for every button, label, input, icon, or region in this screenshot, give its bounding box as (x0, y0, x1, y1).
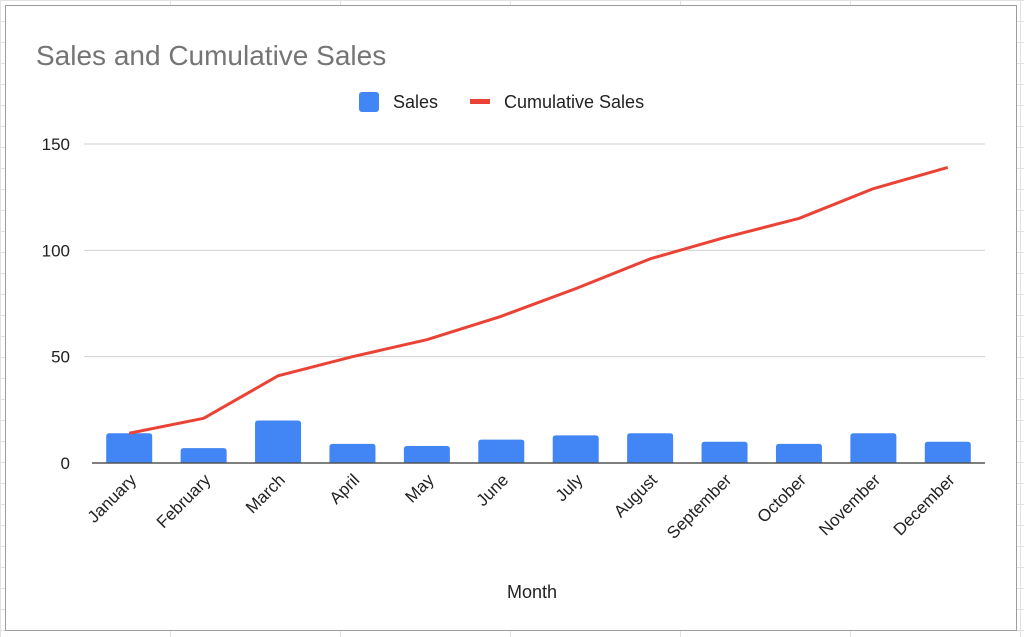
bar-march[interactable] (255, 420, 302, 463)
bar-september[interactable] (701, 441, 748, 463)
chart-title: Sales and Cumulative Sales (36, 40, 386, 71)
x-tick-label: July (552, 470, 587, 505)
bar-november[interactable] (850, 433, 897, 463)
x-tick-label: October (754, 470, 810, 526)
cumulative-sales-line[interactable] (128, 165, 949, 435)
x-tick-label: March (242, 470, 289, 517)
x-axis-title: Month (507, 582, 557, 602)
y-tick-label: 100 (42, 241, 70, 260)
bar-april[interactable] (329, 443, 376, 463)
x-tick-label: December (890, 470, 959, 539)
y-tick-label: 150 (42, 135, 70, 154)
y-tick-label: 0 (61, 454, 70, 473)
legend: Sales Cumulative Sales (359, 92, 644, 112)
bar-december[interactable] (924, 441, 971, 463)
legend-swatch-cumulative (470, 99, 490, 104)
bar-october[interactable] (775, 443, 822, 463)
bar-february[interactable] (180, 448, 227, 463)
x-tick-label: May (402, 470, 438, 506)
bar-july[interactable] (552, 435, 599, 463)
x-tick-label: August (610, 470, 661, 521)
x-tick-label: September (663, 470, 735, 542)
x-tick-label: June (473, 470, 513, 510)
chart-container[interactable] (5, 5, 1017, 631)
bar-june[interactable] (478, 439, 525, 463)
legend-label-sales: Sales (393, 92, 438, 112)
bar-august[interactable] (627, 433, 674, 463)
x-tick-label: February (153, 470, 215, 532)
bar-may[interactable] (403, 445, 450, 463)
x-tick-label: November (815, 470, 884, 539)
bar-january[interactable] (106, 433, 153, 463)
legend-swatch-sales (359, 92, 379, 112)
x-tick-label: April (326, 470, 363, 507)
y-tick-label: 50 (51, 348, 70, 367)
x-tick-label: January (84, 470, 141, 527)
legend-label-cumulative: Cumulative Sales (504, 92, 644, 112)
